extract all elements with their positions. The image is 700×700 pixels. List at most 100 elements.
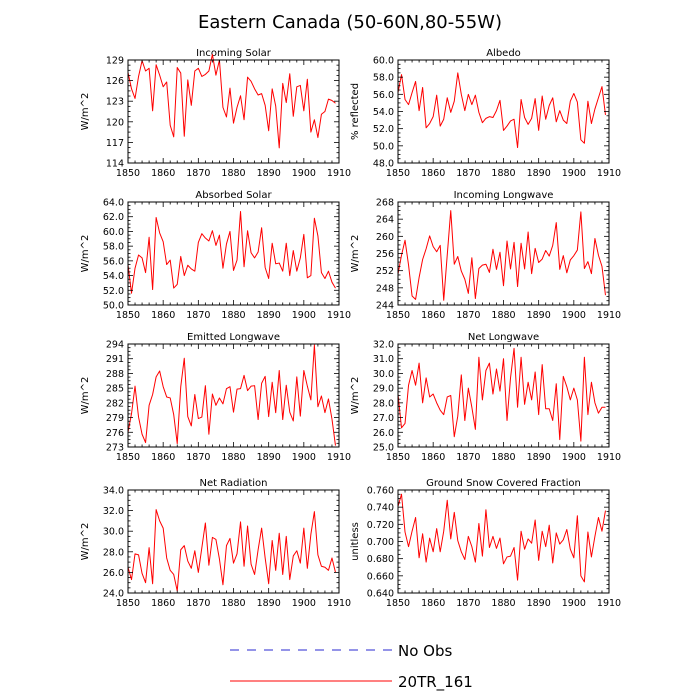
y-tick-label-incoming-longwave: 256: [376, 249, 394, 260]
series-line-20tr-161-incoming-solar: [127, 54, 336, 149]
y-tick-label-absorbed-solar: 54.0: [103, 271, 124, 282]
x-tick-label-incoming-longwave: 1900: [562, 310, 586, 321]
panel-title-incoming-solar: Incoming Solar: [196, 48, 272, 59]
x-tick-label-incoming-longwave: 1880: [491, 310, 515, 321]
y-tick-label-incoming-longwave: 252: [376, 266, 394, 277]
x-tick-label-ground-snow-covered-fraction: 1880: [491, 598, 515, 609]
panel-emitted-longwave: Emitted Longwave W/m^2 1850 1860 1870 1880 189…: [80, 332, 351, 463]
y-tick-label-absorbed-solar: 52.0: [103, 286, 124, 297]
y-tick-label-emitted-longwave: 279: [106, 413, 124, 424]
series-line-20tr-161-absorbed-solar: [127, 211, 336, 294]
x-tick-label-incoming-solar: 1880: [221, 168, 245, 179]
y-tick-label-incoming-longwave: 248: [376, 283, 394, 294]
x-tick-label-incoming-longwave: 1890: [527, 310, 551, 321]
panel-title-net-longwave: Net Longwave: [468, 332, 539, 343]
x-tick-label-net-longwave: 1890: [527, 452, 551, 463]
y-tick-label-net-longwave: 32.0: [373, 340, 394, 351]
y-tick-label-incoming-solar: 120: [106, 117, 124, 128]
panel-title-net-radiation: Net Radiation: [200, 478, 268, 489]
y-tick-label-incoming-longwave: 244: [376, 301, 394, 312]
plot-frame-ground-snow-covered-fraction: [397, 489, 610, 594]
y-tick-label-incoming-longwave: 260: [376, 232, 394, 243]
x-tick-label-net-longwave: 1880: [491, 452, 515, 463]
x-tick-label-incoming-longwave: 1860: [421, 310, 445, 321]
y-axis-label-emitted-longwave: W/m^2: [80, 377, 91, 415]
plot-frame-albedo: [397, 59, 610, 164]
x-tick-label-incoming-longwave: 1870: [456, 310, 480, 321]
x-tick-label-net-longwave: 1850: [386, 452, 410, 463]
x-tick-label-net-longwave: 1870: [456, 452, 480, 463]
y-axis-label-incoming-solar: W/m^2: [80, 93, 91, 131]
plot-frame-net-radiation: [127, 489, 340, 594]
chart-panels: Incoming Solar W/m^2 1850 1860 1870 1880 1890 1…: [80, 48, 621, 609]
y-tick-label-net-longwave: 27.0: [373, 413, 394, 424]
y-tick-label-albedo: 58.0: [373, 73, 394, 84]
y-tick-label-absorbed-solar: 58.0: [103, 242, 124, 253]
x-tick-label-net-radiation: 1880: [221, 598, 245, 609]
y-tick-label-albedo: 54.0: [373, 107, 394, 118]
x-tick-label-absorbed-solar: 1890: [257, 310, 281, 321]
panel-title-ground-snow-covered-fraction: Ground Snow Covered Fraction: [426, 478, 581, 489]
x-tick-label-net-longwave: 1860: [421, 452, 445, 463]
x-tick-label-albedo: 1880: [491, 168, 515, 179]
y-tick-label-ground-snow-covered-fraction: 0.760: [367, 486, 394, 497]
y-tick-label-emitted-longwave: 291: [106, 354, 124, 365]
y-tick-label-ground-snow-covered-fraction: 0.680: [367, 554, 394, 565]
x-tick-label-emitted-longwave: 1850: [116, 452, 140, 463]
y-tick-label-absorbed-solar: 50.0: [103, 301, 124, 312]
x-tick-label-incoming-solar: 1890: [257, 168, 281, 179]
legend-label-no-obs: No Obs: [398, 642, 452, 660]
y-tick-label-absorbed-solar: 60.0: [103, 227, 124, 238]
x-tick-label-incoming-solar: 1900: [292, 168, 316, 179]
y-axis-label-net-radiation: W/m^2: [80, 523, 91, 561]
x-tick-label-net-radiation: 1890: [257, 598, 281, 609]
y-tick-label-ground-snow-covered-fraction: 0.640: [367, 589, 394, 600]
y-tick-label-ground-snow-covered-fraction: 0.660: [367, 571, 394, 582]
series-line-20tr-161-ground-snow-covered-fraction: [397, 493, 606, 583]
x-tick-label-ground-snow-covered-fraction: 1850: [386, 598, 410, 609]
x-tick-label-emitted-longwave: 1860: [151, 452, 175, 463]
panel-absorbed-solar: Absorbed Solar W/m^2 1850 1860 1870 1880 1890 1…: [80, 190, 351, 321]
x-tick-label-emitted-longwave: 1900: [292, 452, 316, 463]
series-line-20tr-161-incoming-longwave: [397, 210, 606, 301]
y-axis-label-absorbed-solar: W/m^2: [80, 235, 91, 273]
panel-title-absorbed-solar: Absorbed Solar: [195, 190, 272, 201]
y-tick-label-emitted-longwave: 285: [106, 384, 124, 395]
y-axis-label-ground-snow-covered-fraction: unitless: [350, 522, 361, 561]
y-tick-label-net-radiation: 24.0: [103, 589, 124, 600]
y-tick-label-net-radiation: 30.0: [103, 527, 124, 538]
y-tick-label-incoming-solar: 129: [106, 56, 124, 67]
panel-title-emitted-longwave: Emitted Longwave: [187, 332, 280, 343]
y-tick-label-albedo: 56.0: [373, 90, 394, 101]
y-tick-label-net-longwave: 28.0: [373, 398, 394, 409]
y-tick-label-incoming-solar: 126: [106, 76, 124, 87]
x-tick-label-incoming-solar: 1910: [327, 168, 351, 179]
y-tick-label-net-radiation: 28.0: [103, 547, 124, 558]
panel-albedo: Albedo % reflected 1850 1860 1870 1880 1890 190…: [350, 48, 621, 179]
x-tick-label-emitted-longwave: 1910: [327, 452, 351, 463]
y-tick-label-incoming-solar: 123: [106, 97, 124, 108]
x-tick-label-emitted-longwave: 1890: [257, 452, 281, 463]
panel-net-radiation: Net Radiation W/m^2 1850 1860 1870 1880 1890 19…: [80, 478, 351, 609]
figure-title: Eastern Canada (50-60N,80-55W): [198, 12, 502, 33]
x-tick-label-ground-snow-covered-fraction: 1910: [597, 598, 621, 609]
panel-incoming-longwave: Incoming Longwave W/m^2 1850 1860 1870 1880 18…: [350, 190, 621, 321]
x-tick-label-albedo: 1870: [456, 168, 480, 179]
panel-title-albedo: Albedo: [486, 48, 521, 59]
y-tick-label-net-radiation: 32.0: [103, 506, 124, 517]
y-tick-label-absorbed-solar: 56.0: [103, 256, 124, 267]
panel-title-incoming-longwave: Incoming Longwave: [454, 190, 554, 201]
x-tick-label-net-longwave: 1910: [597, 452, 621, 463]
x-tick-label-incoming-solar: 1870: [186, 168, 210, 179]
x-tick-label-ground-snow-covered-fraction: 1900: [562, 598, 586, 609]
legend: No Obs 20TR_161: [230, 642, 473, 692]
x-tick-label-incoming-solar: 1860: [151, 168, 175, 179]
y-axis-label-albedo: % reflected: [350, 83, 361, 140]
y-tick-label-incoming-solar: 114: [106, 159, 124, 170]
y-tick-label-ground-snow-covered-fraction: 0.700: [367, 537, 394, 548]
x-tick-label-emitted-longwave: 1870: [186, 452, 210, 463]
x-tick-label-net-radiation: 1910: [327, 598, 351, 609]
y-tick-label-ground-snow-covered-fraction: 0.740: [367, 503, 394, 514]
series-line-20tr-161-albedo: [397, 72, 606, 149]
